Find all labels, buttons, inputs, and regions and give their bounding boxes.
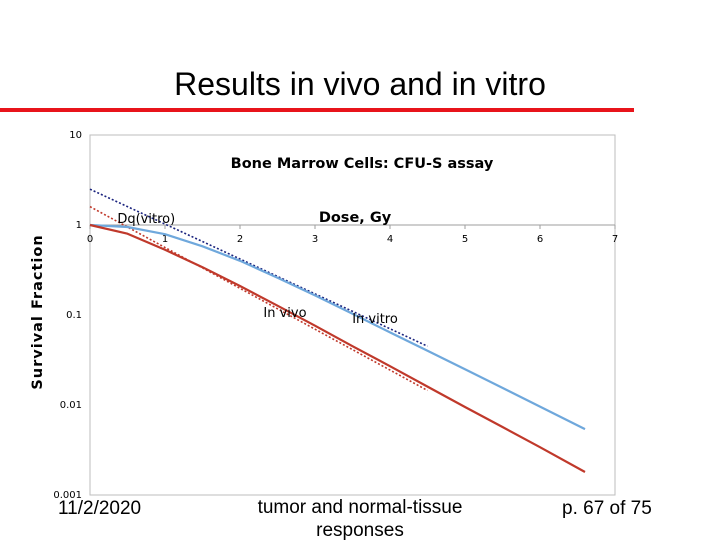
- annotation-2: In vivo: [263, 306, 306, 321]
- extrapolation-line-2: [89, 205, 428, 392]
- y-tick-label: 1: [76, 220, 82, 231]
- y-tick-labels: 10 1 0.1 0.01 0.001: [53, 130, 82, 501]
- x-axis: 0 1 2 3 4 5 6 7: [87, 224, 618, 245]
- x-tick-label: 7: [612, 234, 618, 245]
- chart-title: Bone Marrow Cells: CFU-S assay: [231, 156, 494, 172]
- x-axis-label: Dose, Gy: [319, 210, 392, 226]
- series-line-in-vitro: [89, 223, 586, 431]
- x-tick-label: 0: [87, 234, 93, 245]
- plot-area: [89, 134, 616, 496]
- title-underline: [0, 108, 634, 112]
- annotations: Dq(vitro) In vivo In vitro: [117, 212, 398, 327]
- y-tick-label: 0.01: [60, 400, 82, 411]
- x-tick-label: 1: [162, 234, 168, 245]
- series-lines: [89, 188, 586, 473]
- y-tick-label: 0.1: [66, 310, 82, 321]
- footer-page-number: p. 67 of 75: [562, 498, 652, 519]
- footer-date: 11/2/2020: [58, 498, 142, 519]
- y-tick-label: 0.001: [53, 490, 82, 501]
- x-tick-label: 5: [462, 234, 468, 245]
- x-tick-label: 6: [537, 234, 543, 245]
- x-tick-label: 3: [312, 234, 318, 245]
- annotation-1: Dq(vitro): [117, 212, 175, 227]
- annotation-3: In vitro: [352, 312, 398, 327]
- x-tick-label: 2: [237, 234, 243, 245]
- y-axis-label: Survival Fraction: [30, 234, 46, 389]
- series-line-in-vivo: [89, 223, 586, 473]
- x-tick-label: 4: [387, 234, 393, 245]
- y-tick-label: 10: [69, 130, 82, 141]
- slide-title: Results in vivo and in vitro: [174, 66, 546, 102]
- footer-caption: tumor and normal-tissue responses: [257, 497, 463, 541]
